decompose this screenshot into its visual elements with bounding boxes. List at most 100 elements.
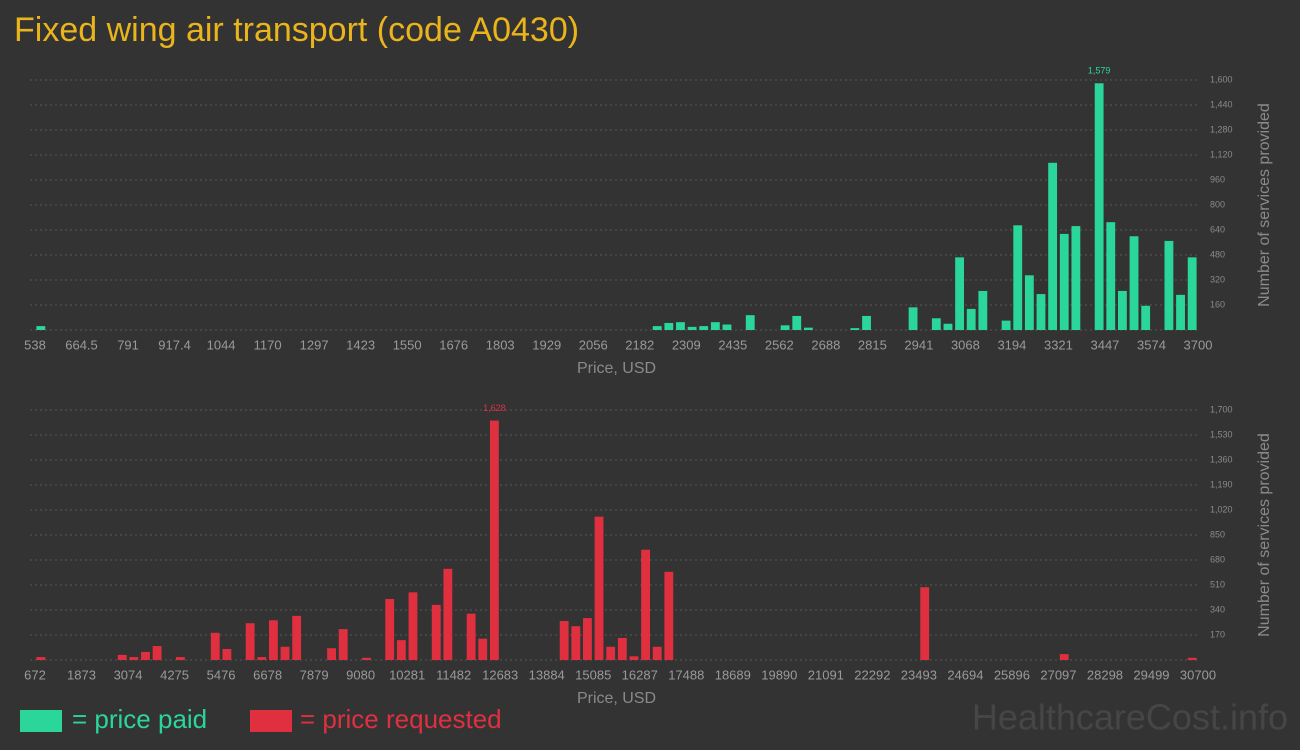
x-tick-label: 791 — [117, 337, 139, 352]
bar — [676, 322, 685, 330]
value-label: 1,579 — [1088, 66, 1111, 76]
x-tick-label: 1170 — [254, 337, 282, 352]
y-tick-label: 1,700 — [1210, 404, 1233, 414]
x-tick-label: 1873 — [67, 667, 96, 682]
bar — [152, 646, 162, 660]
y-tick-label: 640 — [1210, 224, 1225, 234]
y-tick-label: 1,190 — [1210, 479, 1233, 489]
x-tick-label: 3574 — [1137, 337, 1166, 352]
y-tick-label: 800 — [1210, 199, 1225, 209]
bar — [1013, 225, 1023, 330]
y-tick-label: 170 — [1210, 629, 1225, 639]
x-tick-label: 15085 — [575, 667, 611, 682]
x-tick-label: 19890 — [761, 667, 797, 682]
x-tick-label: 538 — [24, 337, 46, 352]
bar — [652, 326, 662, 330]
x-tick-label: 1929 — [532, 337, 561, 352]
bar — [1059, 233, 1069, 330]
bar — [1036, 294, 1046, 330]
y-tick-label: 320 — [1210, 274, 1225, 284]
bar — [338, 629, 348, 660]
bar — [699, 326, 709, 330]
bar — [1164, 240, 1174, 330]
bar — [222, 648, 232, 660]
x-tick-label: 2182 — [625, 337, 654, 352]
bar — [1024, 275, 1034, 330]
watermark: HealthcareCost.info — [972, 697, 1288, 738]
bar — [606, 646, 616, 660]
bar — [117, 654, 127, 660]
bar — [478, 638, 488, 660]
x-tick-label: 6678 — [253, 667, 282, 682]
y-tick-label: 680 — [1210, 554, 1225, 564]
bar — [443, 568, 453, 660]
y-tick-label: 1,360 — [1210, 454, 1233, 464]
x-tick-label: 2815 — [858, 337, 887, 352]
bar — [780, 325, 790, 330]
legend-swatch — [250, 710, 292, 732]
x-axis-title: Price, USD — [577, 360, 656, 377]
x-tick-label: 1423 — [346, 337, 375, 352]
bar — [955, 257, 965, 330]
bar — [175, 657, 185, 660]
x-tick-label: 3700 — [1184, 337, 1213, 352]
bar — [292, 615, 302, 660]
bar — [1059, 654, 1069, 660]
bar — [722, 324, 732, 330]
x-tick-label: 28298 — [1087, 667, 1123, 682]
bar — [268, 620, 278, 660]
x-tick-label: 1550 — [393, 337, 422, 352]
bar — [1106, 222, 1116, 330]
x-tick-label: 2309 — [672, 337, 701, 352]
x-tick-label: 2688 — [811, 337, 840, 352]
x-tick-label: 13884 — [529, 667, 565, 682]
bar — [943, 323, 953, 330]
x-tick-label: 27097 — [1040, 667, 1076, 682]
x-tick-label: 1044 — [207, 337, 236, 352]
x-tick-label: 23493 — [901, 667, 937, 682]
bar — [408, 592, 418, 660]
bar — [710, 322, 720, 330]
x-tick-label: 18689 — [715, 667, 751, 682]
y-axis-title: Number of services provided — [1256, 103, 1273, 307]
bar — [664, 322, 674, 330]
bar — [396, 640, 406, 660]
x-tick-label: 17488 — [668, 667, 704, 682]
x-tick-label: 1297 — [300, 337, 329, 352]
x-tick-label: 21091 — [808, 667, 844, 682]
legend-label: = price requested — [300, 704, 502, 734]
x-tick-label: 9080 — [346, 667, 375, 682]
bar — [1129, 236, 1139, 330]
bar — [362, 657, 371, 660]
bar — [792, 315, 802, 330]
bar — [1001, 320, 1011, 330]
bar — [920, 587, 930, 660]
x-tick-label: 22292 — [854, 667, 890, 682]
bar — [745, 315, 755, 330]
bar — [466, 613, 476, 660]
y-axis-title: Number of services provided — [1256, 433, 1273, 637]
bar — [617, 637, 627, 660]
x-tick-label: 2941 — [904, 337, 933, 352]
y-tick-label: 960 — [1210, 174, 1225, 184]
bar — [210, 632, 220, 660]
bar — [571, 626, 581, 660]
x-tick-label: 10281 — [389, 667, 425, 682]
bar — [36, 657, 46, 660]
bar — [803, 327, 813, 330]
bar — [583, 618, 592, 660]
y-tick-label: 1,120 — [1210, 149, 1233, 159]
x-tick-label: 11482 — [436, 667, 471, 682]
x-tick-label: 2056 — [579, 337, 608, 352]
bar — [385, 598, 395, 660]
x-tick-label: 25896 — [994, 667, 1030, 682]
x-tick-label: 16287 — [622, 667, 658, 682]
x-tick-label: 3194 — [997, 337, 1026, 352]
y-tick-label: 160 — [1210, 299, 1225, 309]
bar — [489, 420, 499, 660]
x-axis-title: Price, USD — [577, 690, 656, 707]
bar — [1117, 290, 1127, 330]
bar — [862, 315, 871, 330]
